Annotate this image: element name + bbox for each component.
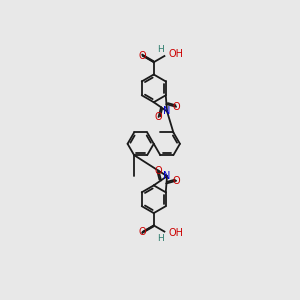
- Text: O: O: [139, 226, 146, 237]
- Text: H: H: [157, 234, 164, 243]
- Text: O: O: [139, 51, 146, 61]
- Text: O: O: [155, 166, 162, 176]
- Text: OH: OH: [168, 228, 183, 238]
- Text: N: N: [164, 106, 171, 116]
- Text: O: O: [172, 102, 180, 112]
- Text: N: N: [164, 171, 171, 181]
- Text: OH: OH: [168, 50, 183, 59]
- Text: H: H: [157, 45, 164, 54]
- Text: O: O: [172, 176, 180, 186]
- Text: O: O: [155, 112, 162, 122]
